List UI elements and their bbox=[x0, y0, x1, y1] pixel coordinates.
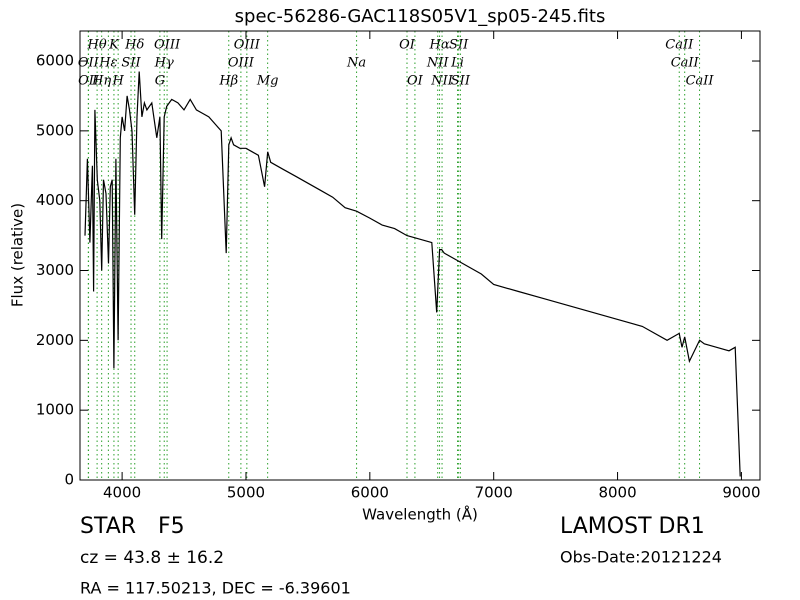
spectral-line-label: Hβ bbox=[218, 74, 238, 89]
spectral-line-label: NII bbox=[430, 74, 454, 89]
spectral-line-label: G bbox=[155, 74, 165, 89]
redshift: cz = 43.8 ± 16.2 bbox=[80, 548, 224, 568]
spectral-line-label: K bbox=[108, 38, 120, 53]
y-tick-label: 5000 bbox=[36, 121, 74, 139]
class: STAR bbox=[80, 514, 136, 539]
x-tick-label: 5000 bbox=[227, 484, 265, 502]
x-tick-label: 9000 bbox=[722, 484, 760, 502]
spectral-line-label: OIII bbox=[154, 38, 181, 53]
x-tick-label: 7000 bbox=[475, 484, 513, 502]
coordinates: RA = 117.50213, DEC = -6.39601 bbox=[80, 579, 351, 598]
chart-title: spec-56286-GAC118S05V1_sp05-245.fits bbox=[235, 6, 606, 27]
spectral-line-label: Hη bbox=[91, 74, 111, 89]
x-axis-label: Wavelength (Å) bbox=[362, 505, 478, 524]
subclass: F5 bbox=[158, 514, 185, 539]
x-tick-label: 6000 bbox=[351, 484, 389, 502]
spectral-line-label: OII bbox=[78, 74, 100, 89]
spectral-line-label: OI bbox=[407, 74, 424, 89]
spectral-line-label: CaII bbox=[671, 56, 700, 71]
y-tick-label: 6000 bbox=[36, 52, 74, 70]
spectral-line-label: OI bbox=[399, 38, 416, 53]
spectral-line-label: Mg bbox=[256, 74, 279, 89]
spectral-line-label: NII bbox=[426, 56, 450, 71]
spectral-line-label: Li bbox=[450, 56, 464, 71]
spectral-line-label: Hδ bbox=[124, 38, 144, 53]
x-tick-label: 4000 bbox=[103, 484, 141, 502]
obs-date: Obs-Date:20121224 bbox=[560, 548, 722, 567]
spectral-line-label: OIII bbox=[228, 56, 255, 71]
spectral-line-label: CaII bbox=[686, 74, 715, 89]
plot-frame bbox=[79, 30, 761, 481]
spectral-line-label: OIII bbox=[234, 38, 261, 53]
spectral-line-label: Hγ bbox=[154, 56, 174, 71]
spectral-line-label: SII bbox=[451, 74, 471, 89]
spectral-line-label: SII bbox=[449, 38, 469, 53]
spectral-line-label: Hθ bbox=[87, 38, 107, 53]
spectral-line-label: Na bbox=[346, 56, 366, 71]
spectrum bbox=[84, 71, 741, 477]
spectral-line-label: H bbox=[111, 74, 124, 89]
spectral-line-label: SII bbox=[121, 56, 141, 71]
y-tick-label: 0 bbox=[64, 471, 74, 489]
survey: LAMOST DR1 bbox=[560, 514, 705, 539]
y-tick-label: 2000 bbox=[36, 331, 74, 349]
spectral-line-label: Hα bbox=[429, 38, 450, 53]
y-axis-label: Flux (relative) bbox=[9, 203, 27, 307]
spectral-line-label: Hε bbox=[98, 56, 117, 71]
y-tick-label: 3000 bbox=[36, 261, 74, 279]
y-tick-label: 4000 bbox=[36, 191, 74, 209]
x-tick-label: 8000 bbox=[598, 484, 636, 502]
spectral-line-label: CaII bbox=[665, 38, 694, 53]
y-tick-label: 1000 bbox=[36, 401, 74, 419]
